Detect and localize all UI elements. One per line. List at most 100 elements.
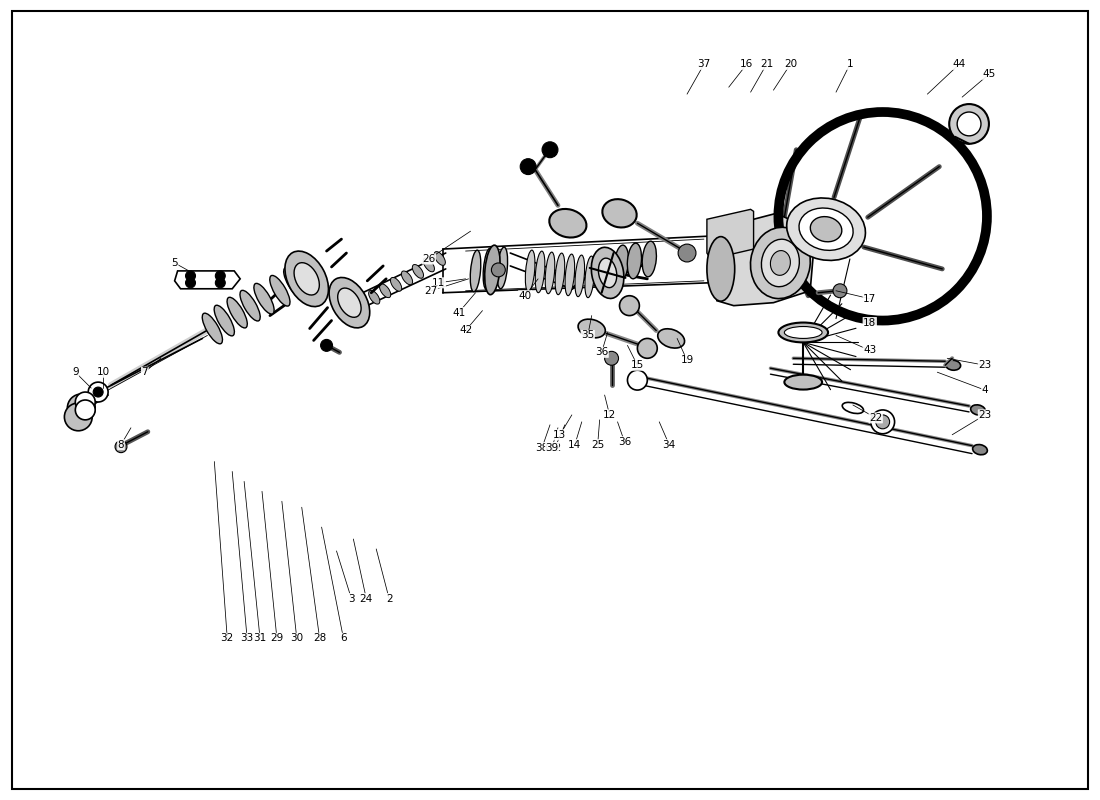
Text: 23: 23 [978, 360, 991, 370]
Text: 23: 23 [978, 410, 991, 420]
Circle shape [520, 158, 536, 174]
Ellipse shape [227, 298, 248, 328]
Ellipse shape [575, 255, 584, 297]
Text: 33: 33 [241, 634, 254, 643]
Ellipse shape [627, 243, 641, 278]
Ellipse shape [811, 217, 842, 242]
Circle shape [949, 104, 989, 144]
Circle shape [542, 142, 558, 158]
Ellipse shape [843, 402, 864, 414]
Ellipse shape [549, 209, 586, 238]
Circle shape [637, 338, 658, 358]
Ellipse shape [970, 405, 986, 415]
Ellipse shape [284, 267, 304, 298]
Circle shape [67, 394, 96, 422]
Circle shape [876, 415, 890, 429]
Circle shape [116, 441, 127, 453]
Text: 36: 36 [618, 437, 631, 446]
Ellipse shape [424, 258, 434, 272]
Text: 44: 44 [953, 59, 966, 70]
Text: 6: 6 [340, 634, 346, 643]
Text: 3: 3 [348, 594, 354, 604]
Circle shape [75, 400, 96, 420]
Text: 8: 8 [118, 440, 124, 450]
Ellipse shape [483, 248, 494, 290]
Polygon shape [175, 271, 240, 289]
Text: 39: 39 [546, 442, 559, 453]
Circle shape [492, 263, 505, 277]
Text: 17: 17 [864, 294, 877, 304]
Circle shape [320, 339, 332, 351]
Ellipse shape [972, 445, 988, 454]
Text: 34: 34 [662, 440, 675, 450]
Text: 42: 42 [459, 326, 472, 335]
Ellipse shape [285, 251, 329, 306]
Text: 10: 10 [97, 367, 110, 377]
Ellipse shape [546, 252, 554, 294]
Text: 18: 18 [864, 318, 877, 327]
Text: 31: 31 [253, 634, 266, 643]
Circle shape [75, 392, 96, 412]
Text: 45: 45 [982, 70, 996, 79]
Text: 28: 28 [314, 634, 327, 643]
Ellipse shape [202, 313, 222, 344]
Ellipse shape [658, 329, 684, 348]
Circle shape [94, 387, 103, 397]
Ellipse shape [615, 245, 628, 281]
Ellipse shape [214, 306, 234, 336]
Text: 2: 2 [386, 594, 393, 604]
Circle shape [216, 271, 225, 281]
Ellipse shape [642, 241, 657, 277]
Text: 11: 11 [432, 278, 446, 288]
Text: 21: 21 [760, 59, 773, 70]
Circle shape [88, 382, 108, 402]
Text: 26: 26 [422, 254, 436, 264]
Ellipse shape [770, 250, 791, 275]
Polygon shape [707, 210, 754, 259]
Text: 14: 14 [569, 440, 582, 450]
Text: 4: 4 [981, 385, 988, 395]
Text: 5: 5 [172, 258, 178, 268]
Ellipse shape [329, 278, 370, 328]
Text: 38: 38 [536, 442, 549, 453]
Circle shape [871, 410, 894, 434]
Circle shape [216, 278, 225, 288]
Text: 12: 12 [548, 442, 562, 453]
Ellipse shape [434, 251, 446, 266]
Text: 1: 1 [847, 59, 854, 70]
Text: 16: 16 [740, 59, 754, 70]
Circle shape [619, 296, 639, 315]
Ellipse shape [471, 250, 481, 292]
Circle shape [186, 278, 196, 288]
Circle shape [833, 284, 847, 298]
Text: 24: 24 [360, 594, 373, 604]
Ellipse shape [786, 198, 866, 261]
Ellipse shape [761, 239, 800, 286]
Ellipse shape [412, 265, 424, 278]
Text: 41: 41 [452, 308, 465, 318]
Circle shape [186, 271, 196, 281]
Text: 19: 19 [681, 355, 694, 366]
Circle shape [65, 403, 92, 430]
Ellipse shape [485, 245, 501, 294]
Text: 9: 9 [72, 367, 78, 377]
Ellipse shape [603, 199, 637, 227]
Ellipse shape [556, 253, 564, 294]
Circle shape [605, 351, 618, 366]
Ellipse shape [368, 290, 379, 304]
Polygon shape [717, 214, 813, 306]
Text: 20: 20 [784, 59, 796, 70]
Ellipse shape [358, 297, 368, 310]
Ellipse shape [338, 288, 361, 318]
Ellipse shape [254, 283, 274, 314]
Ellipse shape [585, 256, 594, 298]
Text: 35: 35 [581, 330, 594, 341]
Ellipse shape [784, 374, 822, 390]
Text: 13: 13 [553, 430, 566, 440]
Circle shape [627, 370, 647, 390]
Ellipse shape [294, 262, 319, 295]
Text: 22: 22 [869, 413, 882, 423]
Ellipse shape [784, 326, 822, 338]
Ellipse shape [598, 258, 617, 288]
Ellipse shape [526, 250, 535, 292]
